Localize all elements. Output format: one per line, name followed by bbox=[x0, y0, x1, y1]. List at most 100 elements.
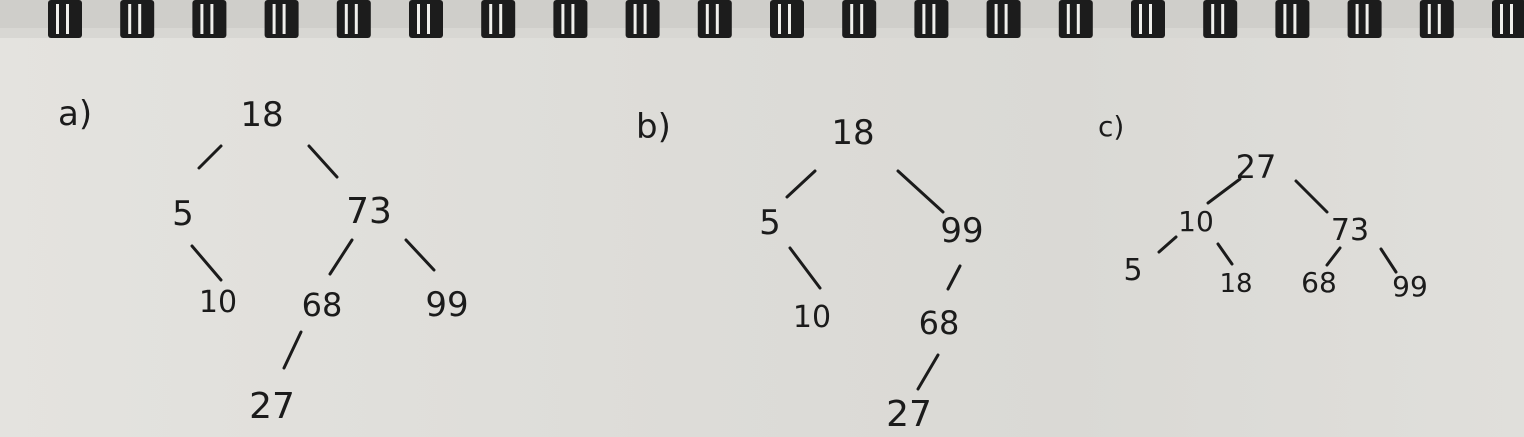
tree-a-node-73: 73 bbox=[346, 191, 392, 232]
binding-ring-highlight bbox=[571, 4, 575, 34]
tree-a-node-99: 99 bbox=[425, 285, 468, 325]
tree-a-edge-68-27 bbox=[282, 330, 303, 370]
tree-b: b) 18 5 99 10 68 27 bbox=[636, 107, 984, 435]
tree-a-edge-18-73 bbox=[307, 144, 339, 179]
tree-a-edge-73-68 bbox=[328, 238, 354, 276]
tree-c-edge-27-10 bbox=[1206, 177, 1242, 205]
binding-ring-highlight bbox=[1365, 4, 1369, 34]
binding-ring-highlight bbox=[499, 4, 503, 34]
binding-ring bbox=[409, 0, 443, 38]
binding-ring bbox=[1058, 0, 1093, 38]
binding-ring-highlight bbox=[705, 4, 709, 34]
binding-ring bbox=[1347, 0, 1382, 38]
tree-b-edge-18-5 bbox=[785, 169, 817, 199]
binding-ring-highlight bbox=[427, 4, 430, 34]
spiral-binding bbox=[48, 0, 1524, 38]
binding-ring-highlight bbox=[1004, 4, 1008, 34]
binding-ring bbox=[770, 0, 804, 38]
binding-ring-highlight bbox=[922, 4, 926, 34]
binding-ring-highlight bbox=[1076, 4, 1080, 34]
binding-ring-highlight bbox=[1066, 4, 1070, 34]
tree-a-label: a) bbox=[58, 94, 92, 134]
tree-b-edge-68-27 bbox=[916, 353, 940, 391]
binding-ring-highlight bbox=[778, 4, 781, 34]
tree-c: c) 27 10 73 5 18 68 99 bbox=[1098, 110, 1428, 303]
tree-c-node-27: 27 bbox=[1236, 148, 1277, 186]
tree-c-edge-27-73 bbox=[1294, 179, 1329, 214]
binding-ring-highlight bbox=[994, 4, 998, 34]
binding-ring bbox=[336, 0, 371, 38]
binding-ring bbox=[697, 0, 732, 38]
tree-c-edge-10-5 bbox=[1157, 235, 1178, 254]
binding-ring bbox=[48, 0, 82, 38]
binding-ring-highlight bbox=[200, 4, 204, 34]
binding-ring-highlight bbox=[1293, 4, 1297, 34]
tree-b-label: b) bbox=[636, 107, 671, 147]
tree-c-node-5: 5 bbox=[1123, 253, 1142, 288]
binding-ring-highlight bbox=[1139, 4, 1142, 34]
binding-ring bbox=[1275, 0, 1310, 38]
tree-a: a) 18 5 73 10 68 99 27 bbox=[58, 94, 469, 427]
binding-ring bbox=[264, 0, 299, 38]
binding-ring-highlight bbox=[788, 4, 791, 34]
tree-c-node-68: 68 bbox=[1301, 266, 1337, 299]
tree-a-node-68: 68 bbox=[302, 286, 343, 324]
tree-b-node-99: 99 bbox=[940, 211, 983, 251]
tree-b-node-10: 10 bbox=[793, 300, 831, 335]
binding-ring-highlight bbox=[860, 4, 864, 34]
binding-ring bbox=[1203, 0, 1238, 38]
binding-ring-highlight bbox=[344, 4, 348, 34]
binding-ring bbox=[481, 0, 516, 38]
tree-b-node-18: 18 bbox=[831, 113, 874, 153]
tree-c-edge-10-18 bbox=[1216, 242, 1234, 266]
binding-ring-highlight bbox=[715, 4, 719, 34]
binding-ring-highlight bbox=[138, 4, 142, 34]
tree-b-edge-5-10 bbox=[788, 246, 822, 290]
binding-ring-highlight bbox=[1355, 4, 1359, 34]
binding-ring bbox=[625, 0, 660, 38]
tree-c-edge-73-99 bbox=[1379, 247, 1398, 274]
binding-ring-highlight bbox=[561, 4, 565, 34]
tree-b-node-5: 5 bbox=[759, 203, 781, 243]
tree-a-node-18: 18 bbox=[240, 95, 283, 135]
binding-ring-highlight bbox=[489, 4, 493, 34]
tree-b-edge-18-99 bbox=[896, 169, 945, 214]
tree-a-edge-5-10 bbox=[190, 244, 223, 282]
tree-c-edge-73-68 bbox=[1325, 246, 1342, 267]
binding-ring-highlight bbox=[1427, 4, 1431, 34]
tree-b-node-27: 27 bbox=[886, 394, 932, 435]
binding-ring-highlight bbox=[282, 4, 286, 34]
binding-ring-highlight bbox=[272, 4, 276, 34]
binding-ring-highlight bbox=[1510, 4, 1513, 34]
tree-c-node-73: 73 bbox=[1331, 213, 1369, 248]
tree-a-node-10: 10 bbox=[199, 285, 237, 320]
binding-ring-highlight bbox=[1437, 4, 1441, 34]
binding-ring-highlight bbox=[932, 4, 936, 34]
tree-b-node-68: 68 bbox=[919, 304, 960, 342]
tree-a-node-27: 27 bbox=[249, 386, 295, 427]
binding-ring-highlight bbox=[643, 4, 647, 34]
binding-ring-highlight bbox=[66, 4, 69, 34]
binding-ring bbox=[192, 0, 227, 38]
tree-c-label: c) bbox=[1098, 110, 1124, 143]
binding-ring-highlight bbox=[1149, 4, 1152, 34]
binding-ring bbox=[553, 0, 588, 38]
binding-ring-highlight bbox=[354, 4, 358, 34]
tree-a-edge-18-5 bbox=[197, 144, 223, 170]
tree-a-edge-73-99 bbox=[404, 238, 436, 272]
binding-ring-highlight bbox=[1211, 4, 1215, 34]
binding-ring bbox=[986, 0, 1021, 38]
binding-ring bbox=[914, 0, 949, 38]
tree-c-node-99: 99 bbox=[1392, 270, 1428, 303]
binding-ring-highlight bbox=[850, 4, 854, 34]
binding-ring-highlight bbox=[1221, 4, 1225, 34]
tree-c-node-18: 18 bbox=[1219, 269, 1252, 299]
binding-ring-highlight bbox=[1500, 4, 1503, 34]
binding-ring bbox=[1492, 0, 1524, 38]
tree-b-edge-99-68 bbox=[946, 264, 962, 291]
binding-ring bbox=[842, 0, 877, 38]
binding-shadow bbox=[0, 0, 1524, 28]
binding-ring-highlight bbox=[56, 4, 59, 34]
binding-ring-highlight bbox=[128, 4, 132, 34]
